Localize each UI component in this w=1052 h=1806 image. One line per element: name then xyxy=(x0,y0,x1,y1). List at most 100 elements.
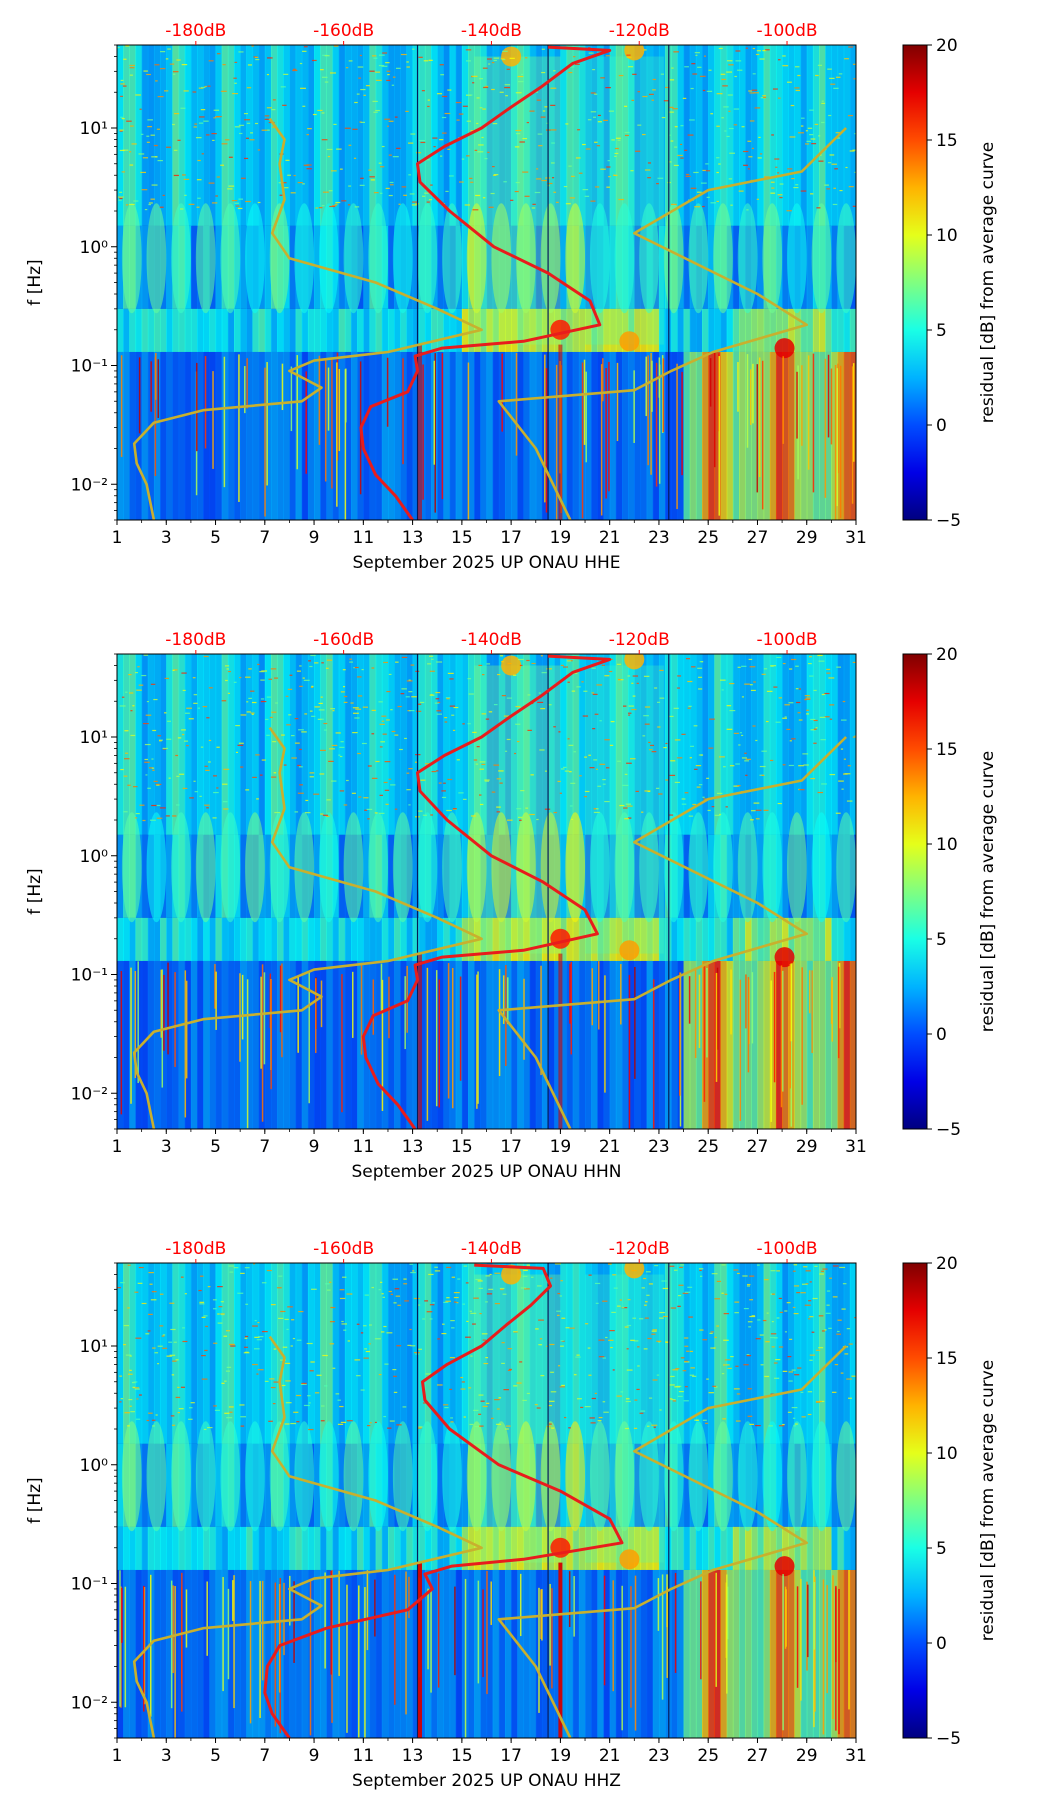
heatmap-cell xyxy=(684,1386,688,1388)
heatmap-cell xyxy=(449,1263,457,1444)
heatmap-cell xyxy=(153,960,161,1129)
heatmap-cell xyxy=(480,351,488,520)
heatmap-cell xyxy=(661,1574,664,1700)
heatmap-cell xyxy=(604,800,610,803)
heatmap-cell xyxy=(831,308,839,352)
heatmap-cell xyxy=(246,1526,254,1570)
heatmap-cell xyxy=(763,654,771,835)
heatmap-cell xyxy=(763,1526,771,1570)
heatmap-cell xyxy=(566,351,574,520)
heatmap-cell xyxy=(369,351,377,520)
heatmap-cell xyxy=(787,1356,792,1358)
heatmap-cell xyxy=(689,1263,697,1444)
heatmap-cell xyxy=(349,658,352,660)
heatmap-cell xyxy=(424,960,432,1129)
heatmap-cell xyxy=(831,977,833,1042)
x-tick-label: 3 xyxy=(161,1137,172,1157)
heatmap-cell xyxy=(326,45,334,226)
heatmap-cell xyxy=(483,1362,489,1365)
heatmap-cell xyxy=(246,979,249,1129)
heatmap-cell xyxy=(261,1580,264,1681)
heatmap-cell xyxy=(720,351,728,520)
heatmap-cell xyxy=(811,970,813,1054)
heatmap-cell xyxy=(628,654,635,835)
heatmap-cell xyxy=(825,960,832,1129)
heatmap-cell xyxy=(461,1443,469,1527)
heatmap-cell xyxy=(589,203,610,314)
heatmap-cell xyxy=(199,116,205,118)
heatmap-cell xyxy=(271,711,277,713)
heatmap-cell xyxy=(258,654,266,835)
heatmap-cell xyxy=(224,139,230,141)
heatmap-cell xyxy=(151,767,155,769)
heatmap-cell xyxy=(394,1526,401,1570)
heatmap-cell xyxy=(212,1308,217,1310)
heatmap-cell xyxy=(654,1265,659,1267)
heatmap-cell xyxy=(266,107,272,109)
heatmap-cell xyxy=(516,808,522,810)
heatmap-cell xyxy=(800,351,808,520)
heatmap-cell xyxy=(294,203,315,314)
heatmap-cell xyxy=(224,665,230,667)
heatmap-cell xyxy=(171,812,191,923)
heatmap-cell xyxy=(682,97,687,99)
heatmap-cell xyxy=(788,1263,796,1444)
heatmap-cell xyxy=(158,739,163,741)
heatmap-cell xyxy=(258,1263,266,1444)
heatmap-cell xyxy=(540,708,546,710)
heatmap-cell xyxy=(757,654,765,835)
heatmap-cell xyxy=(812,654,820,835)
heatmap-area xyxy=(117,654,856,1129)
heatmap-cell xyxy=(282,1346,288,1348)
heatmap-cell xyxy=(726,1569,734,1738)
heatmap-cell xyxy=(616,663,622,665)
heatmap-cell xyxy=(726,1263,734,1444)
heatmap-cell xyxy=(447,89,452,91)
heatmap-cell xyxy=(715,972,718,1082)
heatmap-cell xyxy=(498,960,506,1129)
heatmap-cell xyxy=(386,70,391,72)
heatmap-cell xyxy=(375,351,383,520)
heatmap-cell xyxy=(585,1274,664,1563)
heatmap-cell xyxy=(657,726,661,728)
heatmap-cell xyxy=(466,1421,487,1532)
heatmap-cell xyxy=(843,308,851,352)
heatmap-cell xyxy=(467,362,470,520)
heatmap-cell xyxy=(517,1526,525,1570)
heatmap-cell xyxy=(120,355,123,457)
heatmap-cell xyxy=(549,1423,552,1425)
heatmap-cell xyxy=(141,308,149,352)
heatmap-cell xyxy=(339,1297,346,1300)
heatmap-cell xyxy=(624,134,629,137)
heatmap-cell xyxy=(162,1334,166,1336)
heatmap-cell xyxy=(689,917,697,961)
heatmap-cell xyxy=(468,308,475,352)
heatmap-cell xyxy=(418,308,426,352)
heatmap-cell xyxy=(146,141,150,143)
heatmap-cell xyxy=(814,1265,818,1267)
heatmap-cell xyxy=(151,758,154,760)
heatmap-cell xyxy=(784,1331,788,1333)
heatmap-cell xyxy=(412,1263,420,1444)
heatmap-cell xyxy=(227,351,235,520)
heatmap-cell xyxy=(757,225,765,309)
x-tick-label: 21 xyxy=(599,528,621,548)
heatmap-cell xyxy=(296,355,298,470)
heatmap-cell xyxy=(117,47,120,49)
heatmap-cell xyxy=(730,969,732,1035)
heatmap-cell xyxy=(536,168,539,170)
heatmap-cell xyxy=(619,940,640,961)
heatmap-cell xyxy=(743,1364,749,1366)
heatmap-cell xyxy=(304,812,311,814)
heatmap-cell xyxy=(749,666,756,668)
heatmap-cell xyxy=(648,741,651,744)
heatmap-cell xyxy=(212,1299,217,1301)
heatmap-cell xyxy=(504,84,511,86)
heatmap-cell xyxy=(832,1391,837,1393)
heatmap-cell xyxy=(526,1264,530,1266)
heatmap-cell xyxy=(846,1328,851,1330)
heatmap-cell xyxy=(530,774,534,776)
heatmap-cell xyxy=(689,1350,694,1353)
heatmap-cell xyxy=(307,960,315,1129)
heatmap-cell xyxy=(422,1318,426,1320)
